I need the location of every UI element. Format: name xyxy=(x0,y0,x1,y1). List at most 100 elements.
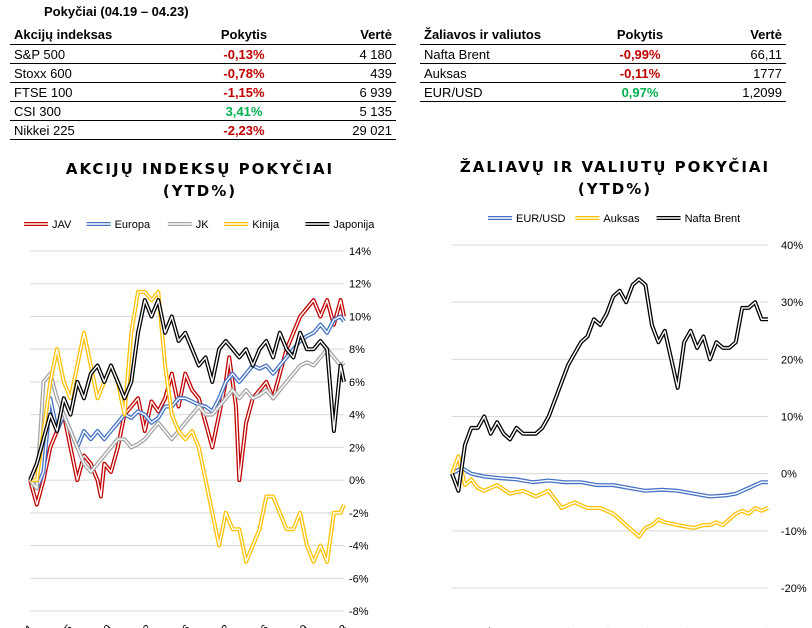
stocks-row: CSI 300 3,41% 5 135 xyxy=(10,101,396,121)
legend-item: Japonija xyxy=(305,219,375,231)
commodities-row: EUR/USD 0,97% 1,2099 xyxy=(420,82,786,102)
x-tick-label: 03-12 xyxy=(204,623,232,628)
commodities-change-cell: 0,97% xyxy=(586,82,694,102)
commodities-chart-title: ŽALIAVŲ IR VALIUTŲ POKYČIAI (YTD%) xyxy=(440,156,790,200)
y-tick-label: 40% xyxy=(781,240,803,252)
legend-label: Japonija xyxy=(333,219,375,231)
legend-item: EUR/USD xyxy=(488,213,566,225)
stocks-chart-title: AKCIJŲ INDEKSŲ POKYČIAI (YTD%) xyxy=(30,158,370,202)
series-line xyxy=(28,298,346,507)
stocks-header-name: Akcijų indeksas xyxy=(10,24,194,45)
commodities-table-header: Žaliavos ir valiutos Pokytis Vertė xyxy=(420,24,786,45)
y-tick-label: 8% xyxy=(349,344,365,356)
stocks-name-cell: Nikkei 225 xyxy=(10,120,194,140)
series-line-inner xyxy=(30,291,345,563)
stocks-value-cell: 5 135 xyxy=(294,101,396,121)
legend-label: Auksas xyxy=(603,213,640,225)
weekly-changes-caption: Pokyčiai (04.19 – 04.23) xyxy=(44,4,189,19)
chart-title-line: AKCIJŲ INDEKSŲ POKYČIAI xyxy=(65,160,335,178)
stocks-table: Akcijų indeksas Pokytis Vertė S&P 500 -0,… xyxy=(10,24,396,140)
y-tick-label: 6% xyxy=(349,377,365,389)
stocks-value-cell: 6 939 xyxy=(294,82,396,102)
stocks-name-cell: S&P 500 xyxy=(10,44,194,64)
y-tick-label: 2% xyxy=(349,442,365,454)
series-line xyxy=(30,289,346,564)
commodities-table: Žaliavos ir valiutos Pokytis Vertė Nafta… xyxy=(420,24,786,102)
y-tick-label: 20% xyxy=(781,354,803,366)
series-line-inner xyxy=(29,299,345,481)
series-line-outer xyxy=(450,277,768,493)
commodities-value-cell: 1,2099 xyxy=(694,82,786,102)
y-tick-label: 4% xyxy=(349,410,365,422)
commodities-header-change: Pokytis xyxy=(586,24,694,45)
series-line-inner xyxy=(29,348,345,489)
legend-label: EUR/USD xyxy=(516,213,566,225)
x-tick-label: 01-29 xyxy=(86,623,114,628)
y-tick-label: -4% xyxy=(349,541,369,553)
stocks-header-value: Vertė xyxy=(294,24,396,45)
commodities-name-cell: Auksas xyxy=(420,63,586,83)
legend-label: Kinija xyxy=(252,219,280,231)
stocks-name-cell: CSI 300 xyxy=(10,101,194,121)
x-tick-label: 02-26 xyxy=(165,623,193,628)
series-line xyxy=(28,347,346,491)
legend-item: Kinija xyxy=(224,219,280,231)
stocks-change-cell: -0,78% xyxy=(194,63,294,83)
y-tick-label: 10% xyxy=(349,311,371,323)
commodities-row: Auksas -0,11% 1777 xyxy=(420,63,786,83)
commodities-header-value: Vertė xyxy=(694,24,786,45)
stocks-value-cell: 439 xyxy=(294,63,396,83)
commodities-header-name: Žaliavos ir valiutos xyxy=(420,24,586,45)
x-tick-label: 02-12 xyxy=(125,623,153,628)
x-tick-label: 03-26 xyxy=(243,623,271,628)
y-tick-label: 10% xyxy=(781,412,803,424)
stocks-row: S&P 500 -0,13% 4 180 xyxy=(10,44,396,64)
commodities-change-cell: -0,11% xyxy=(586,63,694,83)
x-tick-label: 04-23 xyxy=(322,623,350,628)
series-line xyxy=(450,454,769,539)
stocks-row: FTSE 100 -1,15% 6 939 xyxy=(10,82,396,102)
stocks-table-header: Akcijų indeksas Pokytis Vertė xyxy=(10,24,396,45)
stocks-name-cell: Stoxx 600 xyxy=(10,63,194,83)
stocks-change-cell: -0,13% xyxy=(194,44,294,64)
y-tick-label: 0% xyxy=(349,475,365,487)
y-tick-label: -2% xyxy=(349,508,369,520)
series-line-inner xyxy=(451,455,769,538)
commodities-name-cell: EUR/USD xyxy=(420,82,586,102)
chart-title-line: (YTD%) xyxy=(577,180,653,198)
series-line xyxy=(450,465,768,499)
y-tick-label: -8% xyxy=(349,606,369,618)
series-line xyxy=(450,277,768,493)
stocks-row: Nikkei 225 -2,23% 29 021 xyxy=(10,120,396,140)
commodities-row: Nafta Brent -0,99% 66,11 xyxy=(420,44,786,64)
legend-item: JAV xyxy=(24,219,72,231)
stocks-value-cell: 29 021 xyxy=(294,120,396,140)
legend-item: Europa xyxy=(86,219,151,231)
commodities-chart: -20%-10%0%10%20%30%40%01-0101-1501-2902-… xyxy=(430,213,807,628)
y-tick-label: -20% xyxy=(781,583,807,595)
stocks-change-cell: -1,15% xyxy=(194,82,294,102)
y-tick-label: 14% xyxy=(349,246,371,258)
stocks-header-change: Pokytis xyxy=(194,24,294,45)
stocks-value-cell: 4 180 xyxy=(294,44,396,64)
stocks-chart: -8% -6% -4% -2% 0% 2% 4% 6% 8% 10% 12% 14% 01-01 01-1… xyxy=(8,219,376,628)
commodities-name-cell: Nafta Brent xyxy=(420,44,586,64)
y-tick-label: -6% xyxy=(349,573,369,585)
legend-label: Europa xyxy=(115,219,151,231)
x-tick-label: 01-15 xyxy=(47,623,75,628)
legend-label: Nafta Brent xyxy=(685,213,741,225)
legend-item: JK xyxy=(167,219,210,231)
chart-title-line: (YTD%) xyxy=(162,182,238,200)
stocks-change-cell: -2,23% xyxy=(194,120,294,140)
series-line-inner xyxy=(451,278,768,492)
commodities-value-cell: 1777 xyxy=(694,63,786,83)
series-line-outer xyxy=(28,298,346,507)
commodities-change-cell: -0,99% xyxy=(586,44,694,64)
y-tick-label: 0% xyxy=(781,469,797,481)
legend-label: JK xyxy=(196,219,210,231)
legend-item: Auksas xyxy=(575,213,640,225)
series-line-outer xyxy=(450,465,768,499)
y-tick-label: 12% xyxy=(349,279,371,291)
x-tick-label: 04-09 xyxy=(282,623,310,628)
stocks-change-cell: 3,41% xyxy=(194,101,294,121)
